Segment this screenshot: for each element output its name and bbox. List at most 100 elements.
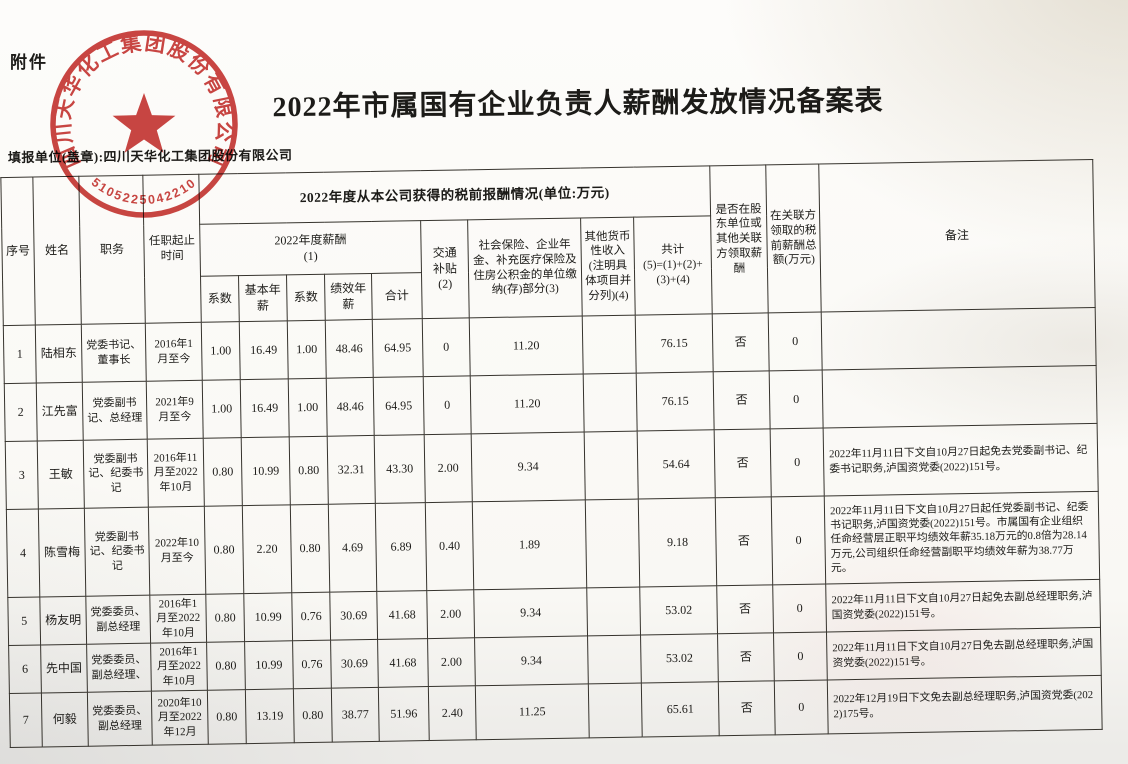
cell-remark: 2022年11月11日下文自10月27日起免去副总经理职务,泸国资党委(2022… — [825, 579, 1101, 632]
cell-position: 党委副书记、纪委书记 — [84, 507, 150, 597]
cell-other — [583, 373, 638, 432]
cell-total: 76.15 — [636, 371, 715, 432]
cell-flag: 否 — [712, 312, 770, 372]
cell-base: 16.49 — [240, 378, 290, 438]
col-header-term: 任职起止时间 — [142, 174, 202, 324]
cell-perf: 30.69 — [330, 639, 379, 689]
cell-term: 2021年9月至今 — [146, 380, 204, 440]
cell-perf: 38.77 — [331, 687, 380, 743]
col-header-related-amount: 在关联方领取的税前薪酬总额(万元) — [765, 164, 822, 313]
cell-related: 0 — [772, 583, 827, 633]
cell-remark — [821, 307, 1097, 370]
cell-transport: 0 — [423, 375, 472, 435]
col-header-coef2: 系数 — [286, 274, 326, 321]
cell-coef2: 1.00 — [287, 320, 327, 379]
filing-unit-line: 填报单位(盖章):四川天华化工集团股份有限公司 — [7, 147, 293, 165]
cell-subtotal: 6.89 — [375, 502, 427, 592]
col-header-transport: 交通 补贴 (2) — [420, 219, 470, 319]
cell-term: 2016年1月至2022年10月 — [150, 642, 208, 692]
cell-name: 王敏 — [37, 440, 85, 510]
cell-position: 党委委员、副总经理、 — [86, 643, 152, 693]
cell-flag: 否 — [718, 680, 776, 736]
table-body: 1 陆相东 党委书记、董事长 2016年1月至今 1.00 16.49 1.00 48.46 6… — [3, 307, 1103, 748]
cell-subtotal: 64.95 — [372, 318, 424, 378]
cell-social: 11.20 — [469, 315, 584, 376]
cell-other — [584, 431, 639, 500]
cell-total: 65.61 — [641, 681, 720, 738]
cell-related: 0 — [770, 427, 825, 497]
cell-related: 0 — [774, 679, 829, 735]
salary-record-table-wrap: 序号 姓名 职务 任职起止时间 2022年度从本公司获得的税前报酬情况(单位:万… — [0, 159, 1103, 748]
cell-coef2: 1.00 — [288, 378, 328, 437]
cell-no: 7 — [9, 692, 43, 748]
cell-no: 1 — [3, 325, 37, 384]
cell-social: 9.34 — [471, 431, 586, 502]
cell-name: 何毅 — [41, 692, 89, 747]
cell-name: 江先富 — [36, 382, 84, 442]
cell-no: 6 — [8, 644, 42, 694]
col-header-social: 社会保险、企业年金、补充医疗保险及住房公积金的单位缴纳(存)部分(3) — [467, 217, 583, 318]
cell-name: 先中国 — [40, 644, 88, 693]
cell-flag: 否 — [715, 496, 773, 586]
col-header-perf-salary: 绩效年薪 — [324, 273, 373, 321]
cell-coef2: 0.80 — [293, 688, 333, 743]
cell-related: 0 — [771, 495, 826, 585]
cell-flag: 否 — [714, 428, 772, 498]
cell-perf: 32.31 — [327, 435, 376, 505]
cell-base: 10.99 — [243, 592, 293, 642]
cell-coef2: 0.76 — [292, 640, 332, 689]
cell-flag: 否 — [713, 370, 771, 430]
col-header-base-salary: 基本年薪 — [238, 274, 288, 322]
cell-base: 10.99 — [244, 640, 294, 690]
cell-base: 10.99 — [241, 436, 291, 506]
cell-social: 11.25 — [475, 683, 590, 740]
cell-position: 党委委员、副总经理 — [87, 691, 153, 747]
salary-record-table: 序号 姓名 职务 任职起止时间 2022年度从本公司获得的税前报酬情况(单位:万… — [0, 159, 1103, 748]
cell-perf: 4.69 — [328, 503, 377, 593]
cell-remark: 2022年11月11日下文自10月27日免去副总经理职务,泸国资党委(2022)… — [826, 627, 1102, 680]
col-header-no: 序号 — [0, 177, 36, 326]
cell-total: 9.18 — [638, 497, 717, 588]
cell-position: 党委委员、副总经理 — [85, 595, 151, 645]
cell-coef1: 0.80 — [205, 593, 245, 643]
cell-related: 0 — [769, 369, 824, 429]
cell-base: 16.49 — [239, 320, 289, 380]
cell-base: 13.19 — [245, 688, 295, 744]
cell-other — [582, 315, 637, 374]
cell-subtotal: 64.95 — [373, 376, 425, 436]
cell-remark: 2022年11月11日下文自10月27日起免去党委副书记、纪委书记职务,泸国资党… — [823, 423, 1099, 496]
cell-term: 2016年11月至2022年10月 — [147, 438, 205, 508]
cell-name: 陈雪梅 — [38, 508, 86, 597]
cell-remark: 2022年11月11日下文自10月27日起任党委副书记、纪委书记职务,泸国资党委… — [824, 491, 1100, 584]
col-header-subtotal: 合计 — [371, 272, 423, 320]
cell-coef1: 0.80 — [206, 641, 246, 691]
col-header-other-income: 其他货币性收入(注明具体项目并分列)(4) — [580, 217, 636, 316]
cell-transport: 2.00 — [426, 589, 475, 639]
cell-coef1: 0.80 — [207, 689, 247, 745]
cell-flag: 否 — [716, 584, 774, 634]
cell-term: 2016年1月至今 — [145, 322, 203, 382]
cell-social: 1.89 — [472, 499, 587, 590]
cell-transport: 0.40 — [425, 501, 474, 591]
cell-transport: 0 — [422, 317, 471, 377]
cell-perf: 48.46 — [325, 319, 374, 379]
cell-other — [588, 683, 643, 738]
cell-other — [586, 587, 641, 636]
cell-position: 党委书记、董事长 — [81, 323, 147, 383]
cell-base: 2.20 — [242, 504, 292, 594]
col-header-coef1: 系数 — [200, 275, 240, 323]
cell-transport: 2.00 — [427, 637, 476, 687]
cell-name: 杨友明 — [39, 596, 87, 645]
cell-coef1: 1.00 — [201, 321, 241, 381]
cell-transport: 2.00 — [424, 433, 473, 503]
cell-total: 53.02 — [640, 633, 719, 684]
cell-no: 5 — [7, 596, 41, 646]
cell-coef2: 0.80 — [290, 504, 330, 593]
cell-remark: 2022年12月19日下文免去副总经理职务,泸国资党委(2022)175号。 — [827, 675, 1103, 734]
col-header-salary-2022: 2022年度薪酬 (1) — [199, 220, 422, 277]
cell-social: 9.34 — [474, 635, 589, 686]
cell-remark — [822, 365, 1098, 428]
cell-subtotal: 41.68 — [376, 590, 428, 640]
cell-coef1: 0.80 — [204, 505, 244, 595]
cell-perf: 48.46 — [326, 377, 375, 437]
